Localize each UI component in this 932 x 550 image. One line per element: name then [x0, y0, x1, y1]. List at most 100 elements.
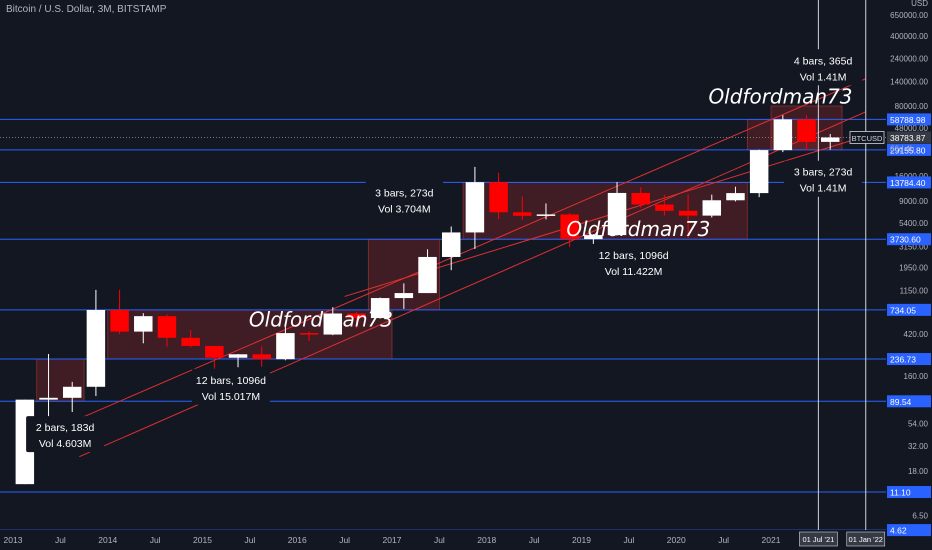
range-bars-label: 12 bars, 1096d: [196, 375, 266, 387]
time-tick-label: 2021: [762, 535, 781, 545]
candle-body[interactable]: [678, 210, 698, 216]
candle-body[interactable]: [205, 345, 224, 358]
range-label-box: [191, 368, 270, 405]
candle-body[interactable]: [513, 212, 532, 216]
candle-body[interactable]: [62, 386, 82, 398]
price-tick-label: 5400.00: [899, 219, 928, 228]
range-volume-label: Vol 1.41M: [800, 183, 847, 195]
candle-body[interactable]: [228, 354, 248, 358]
time-tick-label: Jul: [55, 535, 66, 545]
level-badge: [887, 303, 931, 316]
candle-body[interactable]: [418, 256, 437, 294]
candle-body[interactable]: [655, 204, 674, 211]
candle-body[interactable]: [702, 200, 722, 216]
trendline[interactable]: [79, 111, 866, 458]
date-badge-label: 01 Jul '21: [802, 535, 834, 544]
range-bars-label: 2 bars, 183d: [36, 422, 95, 434]
date-badge[interactable]: [846, 531, 886, 547]
range-volume-label: Vol 4.603M: [39, 438, 92, 450]
time-tick-label: Jul: [434, 535, 445, 545]
price-tick-label: 54.00: [908, 419, 929, 428]
symbol-tag-label: BTCUSD: [852, 134, 883, 143]
candle-body[interactable]: [181, 337, 200, 346]
range-bars-label: 12 bars, 1096d: [599, 250, 669, 262]
level-badge-label: 734.05: [890, 305, 916, 315]
current-price-badge: [887, 131, 931, 144]
date-badge-label: 01 Jan '22: [849, 535, 883, 544]
time-axis[interactable]: [0, 530, 886, 550]
candle-body[interactable]: [560, 214, 579, 240]
price-tick-label: 240000.00: [890, 54, 928, 63]
price-tick-label: 3150.00: [899, 243, 928, 252]
time-tick-label: Jul: [623, 535, 634, 545]
candle-body[interactable]: [323, 313, 343, 335]
candle-body[interactable]: [465, 182, 485, 233]
candle-body[interactable]: [726, 193, 745, 201]
candle-body[interactable]: [157, 316, 177, 338]
time-tick-label: Jul: [529, 535, 540, 545]
time-tick-label: 2020: [667, 535, 686, 545]
candle-body[interactable]: [489, 182, 508, 213]
time-tick-label: 2018: [477, 535, 496, 545]
range-volume-label: Vol 11.422M: [605, 266, 663, 278]
time-tick-label: 2019: [572, 535, 591, 545]
candle-body[interactable]: [441, 232, 461, 257]
candle-body[interactable]: [394, 293, 414, 299]
level-badge-label: 58788.98: [890, 115, 926, 125]
candle-body[interactable]: [110, 309, 129, 332]
price-tick-label: 18.00: [908, 467, 929, 476]
candle-body[interactable]: [749, 150, 769, 194]
price-axis[interactable]: [886, 0, 932, 550]
level-badge-label: 29155.80: [890, 145, 926, 155]
level-badge-label: 11.10: [890, 488, 911, 498]
candle-body[interactable]: [631, 192, 650, 205]
candle-body[interactable]: [39, 397, 58, 400]
range-box[interactable]: [107, 309, 393, 360]
price-tick-label: 420.00: [904, 330, 929, 339]
level-badge: [887, 143, 931, 156]
range-bars-label: 3 bars, 273d: [375, 188, 434, 200]
time-tick-label: 2013: [4, 535, 23, 545]
candle-body[interactable]: [773, 119, 793, 151]
price-tick-label: 80000.00: [895, 102, 929, 111]
range-label-box: [594, 244, 673, 281]
candle-body[interactable]: [820, 137, 840, 142]
date-badge[interactable]: [799, 531, 838, 547]
candle-body[interactable]: [584, 235, 603, 240]
range-volume-label: Vol 15.017M: [202, 391, 260, 403]
time-tick-label: Jul: [244, 535, 255, 545]
candle-body[interactable]: [252, 354, 271, 360]
range-label-box: [365, 181, 444, 218]
candle-body[interactable]: [607, 192, 627, 236]
candle-body[interactable]: [134, 316, 153, 332]
watermark-text: Oldfordman73: [249, 308, 393, 332]
time-tick-label: Jul: [718, 535, 729, 545]
level-badge-label: 236.73: [890, 355, 916, 365]
current-price-label: 38783.87: [890, 133, 926, 143]
candle-body[interactable]: [299, 333, 319, 335]
chart-title: Bitcoin / U.S. Dollar, 3M, BITSTAMP: [6, 4, 167, 15]
range-label-box: [784, 49, 863, 86]
candle-body[interactable]: [536, 214, 556, 216]
level-badge: [887, 524, 931, 537]
range-volume-label: Vol 1.41M: [800, 71, 847, 83]
time-tick-label: 2017: [383, 535, 402, 545]
candle-body[interactable]: [86, 309, 106, 387]
price-tick-label: 1950.00: [899, 263, 928, 272]
watermark-text: Oldfordman73: [566, 217, 710, 241]
time-tick-label: Jul: [339, 535, 350, 545]
range-volume-label: Vol 3.704M: [378, 204, 431, 216]
level-badge-label: 13784.40: [890, 178, 926, 188]
candle-body[interactable]: [276, 333, 295, 360]
candle-body[interactable]: [347, 313, 366, 319]
time-tick-label: 2014: [98, 535, 117, 545]
symbol-tag: [849, 131, 885, 144]
price-tick-label: 1150.00: [900, 286, 929, 295]
trendline[interactable]: [79, 78, 866, 420]
watermark-text: Oldfordman73: [708, 84, 852, 108]
candle-body[interactable]: [370, 298, 390, 319]
level-badge: [887, 486, 931, 499]
candle-body[interactable]: [797, 119, 816, 142]
level-badge: [887, 395, 931, 408]
